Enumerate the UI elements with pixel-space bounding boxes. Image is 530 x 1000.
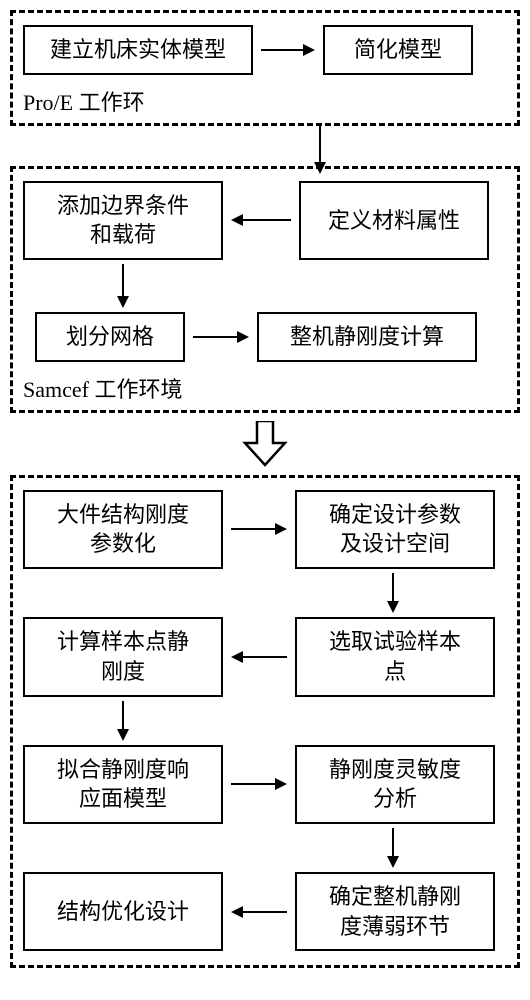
row-3: 划分网格 整机静刚度计算 bbox=[23, 312, 507, 362]
arrow-n13-n14 bbox=[231, 872, 287, 951]
node-build-model: 建立机床实体模型 bbox=[23, 25, 253, 75]
node-calc-sample-stiffness: 计算样本点静 刚度 bbox=[23, 617, 223, 696]
section-samcef: 添加边界条件 和载荷 定义材料属性 划分网格 整机静刚度计算 Samcef 工作… bbox=[10, 166, 520, 413]
arrow-n5-n6 bbox=[193, 312, 249, 362]
arrow-n12-n13 bbox=[23, 828, 507, 868]
section-analysis: 大件结构刚度 参数化 确定设计参数 及设计空间 计算样本点静 刚度 选取试验样本… bbox=[10, 475, 520, 969]
section-proe: 建立机床实体模型 简化模型 Pro/E 工作环 bbox=[10, 10, 520, 126]
row-7: 结构优化设计 确定整机静刚 度薄弱环节 bbox=[23, 872, 507, 951]
row-6: 拟合静刚度响 应面模型 静刚度灵敏度 分析 bbox=[23, 745, 507, 824]
node-fit-response-surface: 拟合静刚度响 应面模型 bbox=[23, 745, 223, 824]
node-sensitivity-analysis: 静刚度灵敏度 分析 bbox=[295, 745, 495, 824]
arrow-n7-n8 bbox=[231, 490, 287, 569]
node-add-bc-load: 添加边界条件 和载荷 bbox=[23, 181, 223, 260]
node-mesh: 划分网格 bbox=[35, 312, 185, 362]
label-proe: Pro/E 工作环 bbox=[23, 85, 507, 117]
node-structural-optimization: 结构优化设计 bbox=[23, 872, 223, 951]
arrow-n3-n4 bbox=[231, 181, 291, 260]
node-weak-link: 确定整机静刚 度薄弱环节 bbox=[295, 872, 495, 951]
node-param-stiffness: 大件结构刚度 参数化 bbox=[23, 490, 223, 569]
node-select-samples: 选取试验样本 点 bbox=[295, 617, 495, 696]
node-simplify-model: 简化模型 bbox=[323, 25, 473, 75]
row-2: 添加边界条件 和载荷 定义材料属性 bbox=[23, 181, 507, 260]
arrow-s2-s3 bbox=[10, 421, 520, 467]
row-1: 建立机床实体模型 简化模型 bbox=[23, 25, 507, 75]
row-5: 计算样本点静 刚度 选取试验样本 点 bbox=[23, 617, 507, 696]
node-static-stiffness-calc: 整机静刚度计算 bbox=[257, 312, 477, 362]
label-samcef: Samcef 工作环境 bbox=[23, 372, 507, 404]
arrow-n4-n5 bbox=[23, 264, 507, 308]
arrow-n1-n2 bbox=[261, 25, 315, 75]
arrow-n8-n9 bbox=[23, 573, 507, 613]
node-design-params: 确定设计参数 及设计空间 bbox=[295, 490, 495, 569]
arrow-n11-n12 bbox=[231, 745, 287, 824]
arrow-n10-n11 bbox=[23, 701, 507, 741]
arrow-n9-n10 bbox=[231, 617, 287, 696]
row-4: 大件结构刚度 参数化 确定设计参数 及设计空间 bbox=[23, 490, 507, 569]
node-define-material: 定义材料属性 bbox=[299, 181, 489, 260]
